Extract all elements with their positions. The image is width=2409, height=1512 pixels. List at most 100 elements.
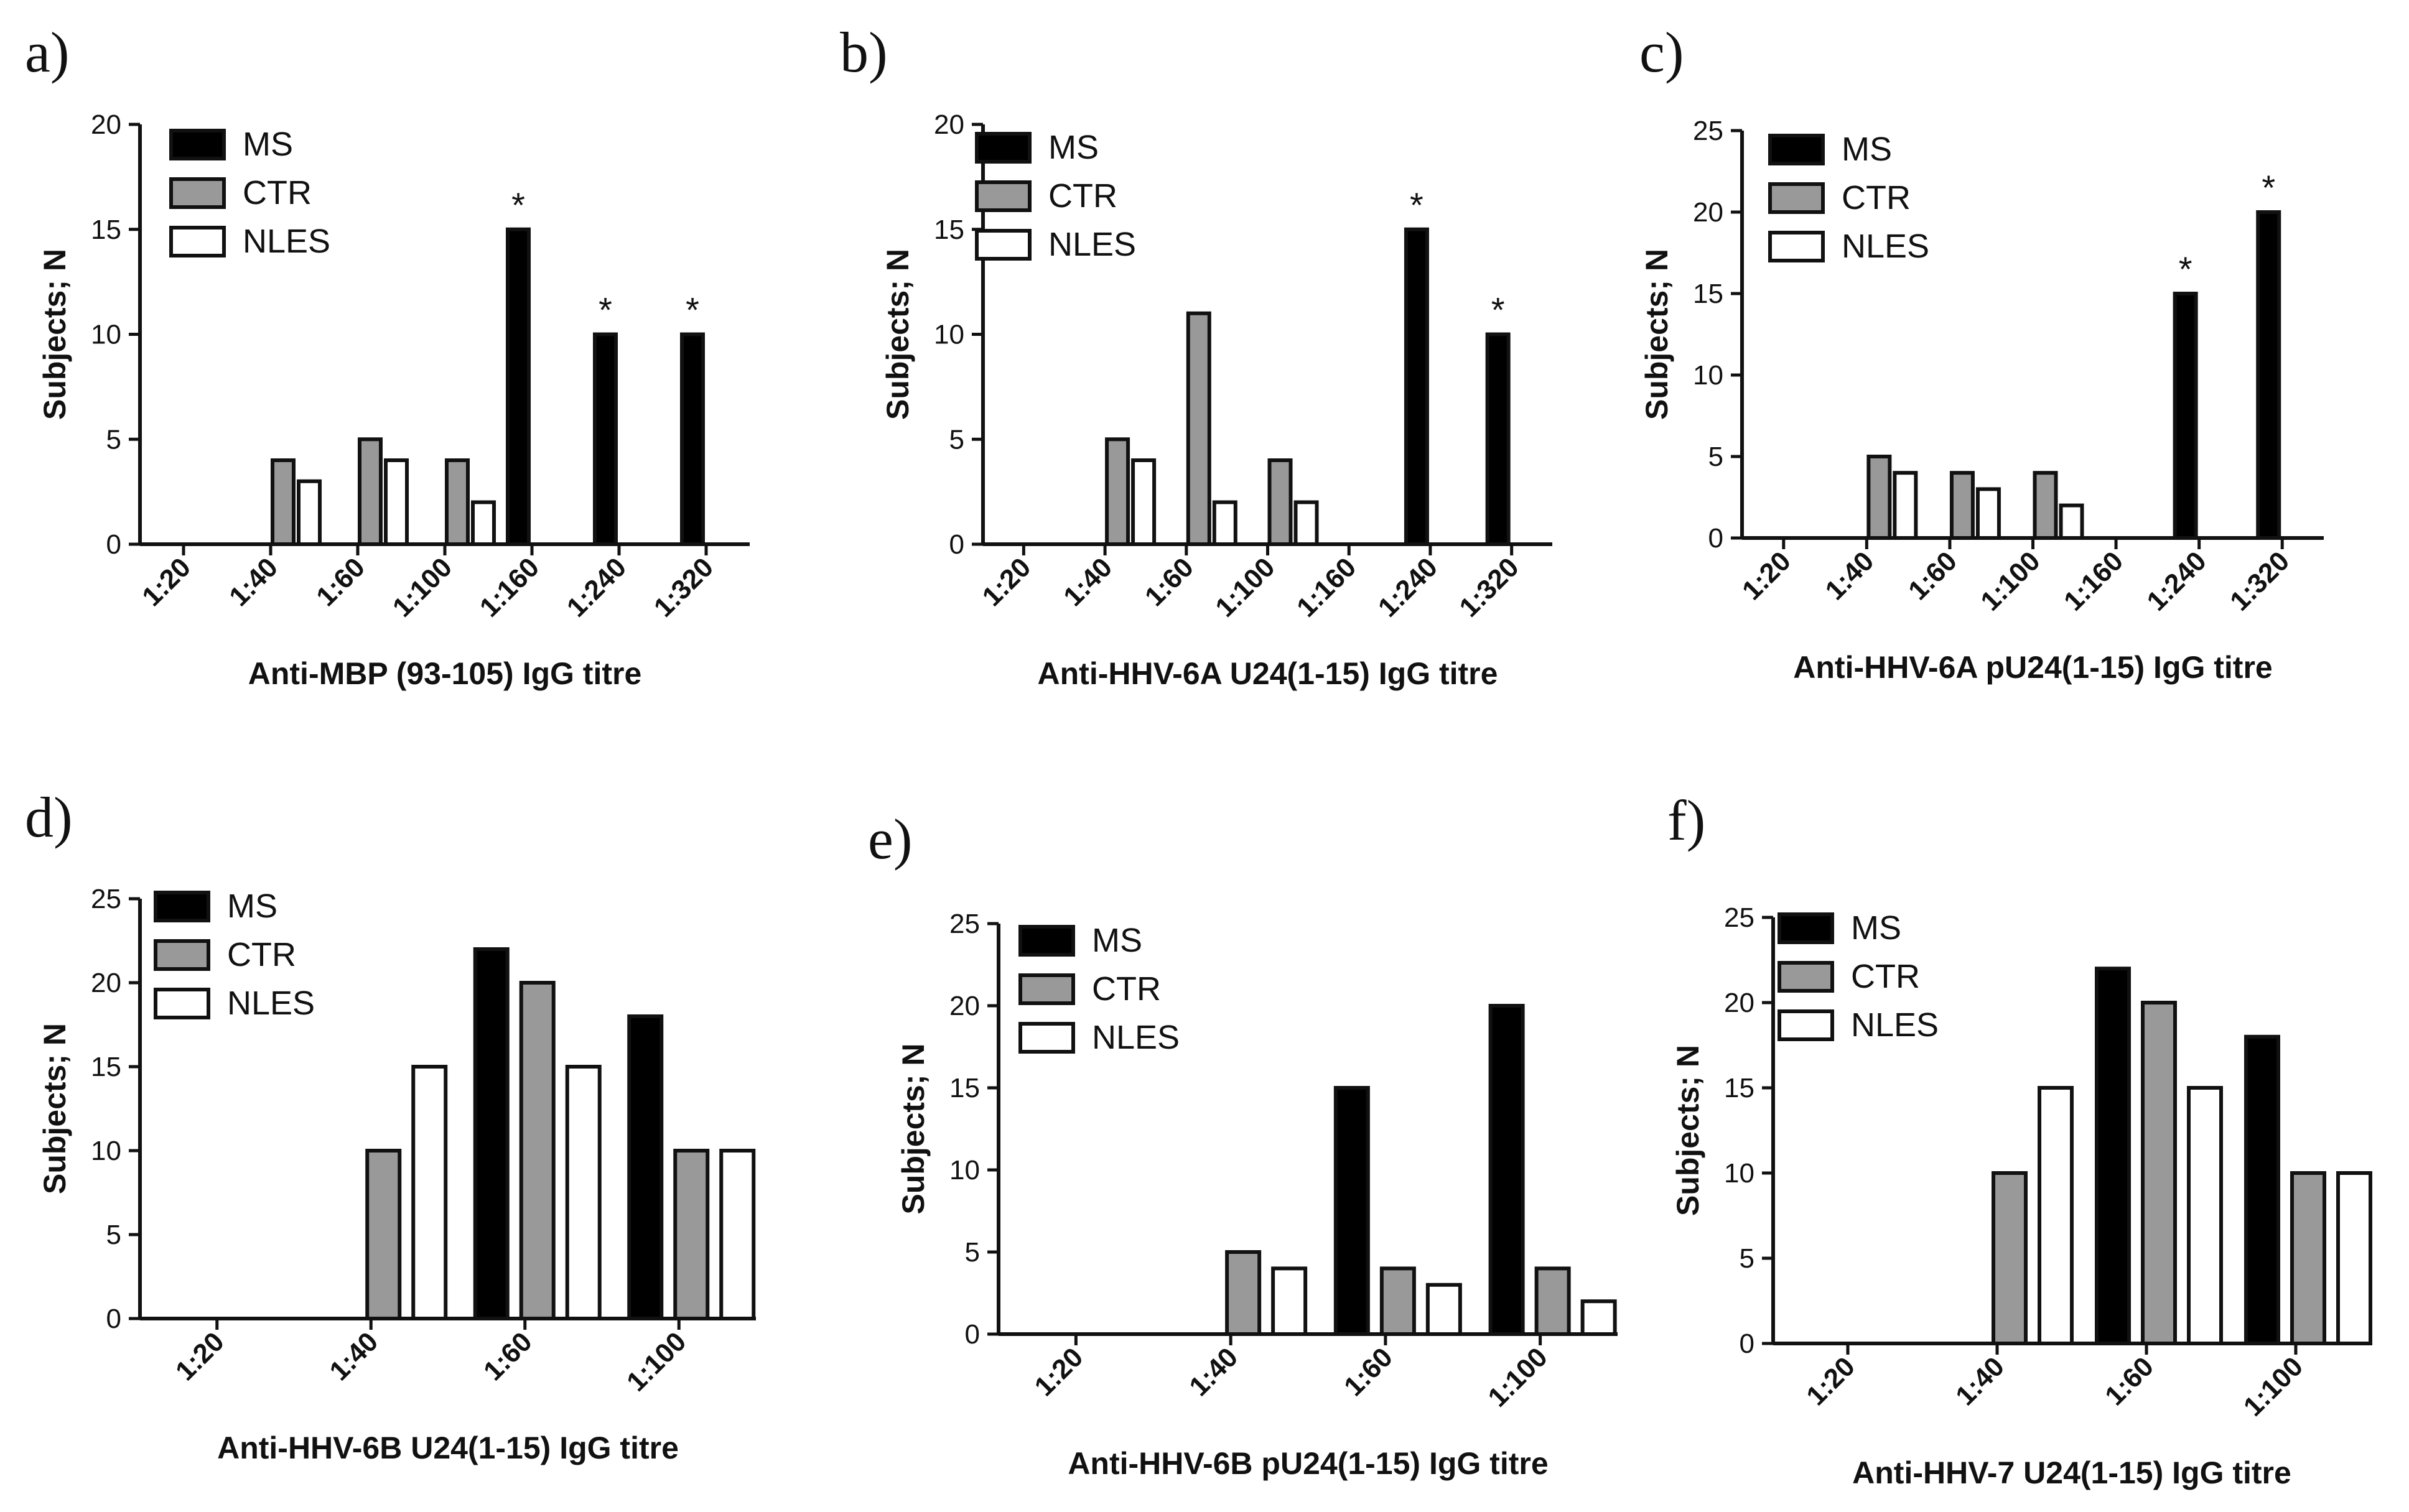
y-tick-label: 20	[91, 968, 121, 998]
legend-label: NLES	[1851, 1006, 1939, 1044]
x-tick-label: 1:100	[1975, 545, 2046, 616]
bar-ms	[2173, 292, 2198, 540]
legend-label: NLES	[1048, 226, 1136, 263]
bar-nles	[2336, 1171, 2372, 1345]
legend-swatch-ms	[169, 129, 226, 160]
legend: MS CTR NLES	[169, 126, 330, 260]
bar-ctr	[1267, 458, 1293, 546]
x-tick-label: 1:100	[2238, 1351, 2309, 1422]
y-tick-label: 25	[949, 909, 980, 939]
x-tick-label: 1:40	[324, 1326, 384, 1386]
bar-nles	[2187, 1086, 2223, 1345]
legend-label: NLES	[243, 223, 330, 260]
bar-nles	[297, 479, 322, 546]
y-tick-label: 5	[965, 1237, 980, 1268]
y-tick-label: 15	[91, 1052, 121, 1082]
legend-label: CTR	[1851, 958, 1920, 995]
y-axis-title: Subjects; N	[896, 1043, 931, 1214]
y-axis-title: Subjects; N	[1670, 1045, 1705, 1216]
bar-nles	[719, 1149, 756, 1320]
legend-label: NLES	[1842, 228, 1929, 265]
legend-label: MS	[1092, 922, 1142, 959]
bar-ms	[2256, 210, 2281, 540]
y-tick-label: 10	[91, 1136, 121, 1166]
bar-ctr	[1379, 1266, 1416, 1337]
legend-label: NLES	[1092, 1019, 1180, 1056]
bar-nles	[1580, 1299, 1617, 1336]
legend-swatch-ms	[1778, 912, 1834, 944]
x-tick-label: 1:240	[1372, 552, 1443, 623]
x-tick-label: 1:160	[474, 552, 545, 623]
bar-ms	[1333, 1086, 1370, 1336]
y-tick-label: 5	[106, 1220, 121, 1250]
bar-ctr	[1534, 1266, 1571, 1337]
y-tick-label: 0	[965, 1319, 980, 1350]
x-tick-label: 1:40	[1950, 1351, 2010, 1411]
legend-label: NLES	[227, 985, 315, 1022]
x-tick-label: 1:20	[1029, 1342, 1089, 1402]
y-tick-label: 15	[934, 215, 964, 245]
bar-nles	[1893, 471, 1918, 540]
y-tick-label: 15	[1693, 279, 1723, 309]
x-tick-label: 1:320	[648, 552, 719, 623]
y-axis-title: Subjects; N	[37, 1023, 72, 1194]
legend-swatch-ctr	[975, 180, 1032, 212]
bar-ms	[506, 227, 531, 546]
legend-swatch-ctr	[169, 177, 226, 209]
legend-label: CTR	[1092, 970, 1161, 1008]
y-tick-label: 0	[1708, 523, 1723, 554]
x-axis-title: Anti-HHV-6B U24(1-15) IgG titre	[217, 1431, 679, 1465]
y-tick-label: 20	[949, 991, 980, 1021]
legend-label: MS	[227, 888, 277, 925]
bar-nles	[2059, 503, 2084, 540]
legend-swatch-ctr	[154, 939, 210, 971]
bar-ctr	[445, 458, 470, 546]
y-axis-title: Subjects; N	[37, 249, 72, 420]
bar-ms	[1485, 332, 1511, 546]
bar-ms	[627, 1014, 664, 1320]
x-tick-label: 1:320	[1453, 552, 1524, 623]
bar-ctr	[271, 458, 296, 546]
x-tick-label: 1:40	[223, 552, 284, 612]
y-tick-label: 25	[91, 884, 121, 914]
bar-ctr	[358, 437, 383, 546]
y-tick-label: 20	[1693, 197, 1723, 228]
legend-swatch-ms	[975, 132, 1032, 164]
bar-nles	[565, 1065, 602, 1320]
legend-label: CTR	[227, 936, 296, 973]
x-tick-label: 1:60	[310, 552, 371, 612]
y-tick-label: 0	[949, 529, 964, 560]
legend-label: MS	[1048, 129, 1099, 166]
bar-ms	[593, 332, 618, 546]
x-tick-label: 1:160	[2058, 545, 2129, 616]
legend-swatch-nles	[1018, 1022, 1075, 1054]
bar-ms	[473, 947, 510, 1320]
significance-marker: *	[511, 185, 525, 225]
bar-ctr	[519, 981, 556, 1320]
y-tick-label: 0	[106, 1304, 121, 1334]
bar-nles	[1425, 1282, 1462, 1337]
bar-ctr	[1105, 437, 1130, 546]
bar-ctr	[1992, 1171, 2028, 1345]
y-tick-label: 15	[91, 215, 121, 245]
y-tick-label: 25	[1693, 116, 1723, 146]
legend: MS CTR NLES	[975, 129, 1136, 263]
x-tick-label: 1:60	[1139, 552, 1200, 612]
y-tick-label: 20	[934, 109, 964, 140]
bar-ctr	[673, 1149, 710, 1320]
panel-letter: e)	[868, 807, 912, 871]
x-tick-label: 1:240	[2141, 545, 2212, 616]
bar-ctr	[1186, 311, 1211, 546]
x-tick-label: 1:20	[1736, 545, 1797, 606]
legend-swatch-nles	[154, 988, 210, 1019]
x-tick-label: 1:60	[1338, 1342, 1399, 1402]
legend-swatch-nles	[1778, 1009, 1834, 1041]
y-tick-label: 15	[1724, 1073, 1754, 1103]
x-tick-label: 1:160	[1291, 552, 1362, 623]
legend-swatch-ctr	[1778, 961, 1834, 993]
bar-nles	[1975, 487, 2001, 540]
significance-marker: *	[2262, 168, 2275, 207]
x-tick-label: 1:40	[1058, 552, 1118, 612]
bar-ms	[1488, 1004, 1525, 1336]
